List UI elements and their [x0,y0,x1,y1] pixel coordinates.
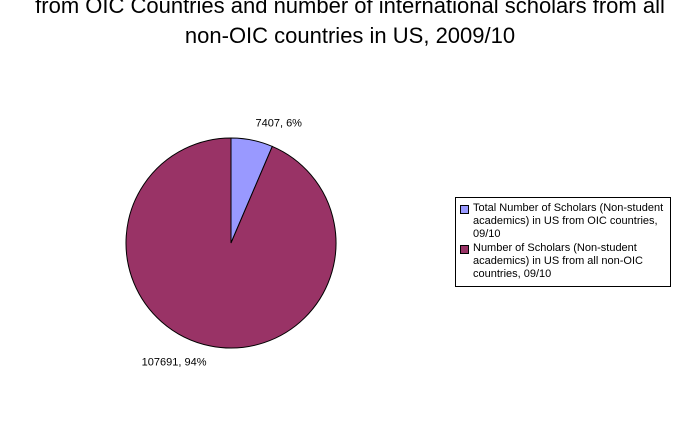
chart-title: from OIC Countries and number of interna… [0,0,700,51]
chart-title-text: from OIC Countries and number of interna… [35,0,665,48]
legend-swatch [460,205,469,214]
legend-label: Number of Scholars (Non-student academic… [473,242,643,280]
legend-label: Total Number of Scholars (Non-student ac… [473,202,664,240]
pie-slice [125,137,337,349]
legend-entry: Number of Scholars (Non-student academic… [460,242,664,281]
data-label: 107691, 94% [142,356,207,368]
data-label: 7407, 6% [255,117,302,129]
legend-entry: Total Number of Scholars (Non-student ac… [460,202,664,241]
legend: Total Number of Scholars (Non-student ac… [455,197,671,287]
legend-swatch [460,245,469,254]
